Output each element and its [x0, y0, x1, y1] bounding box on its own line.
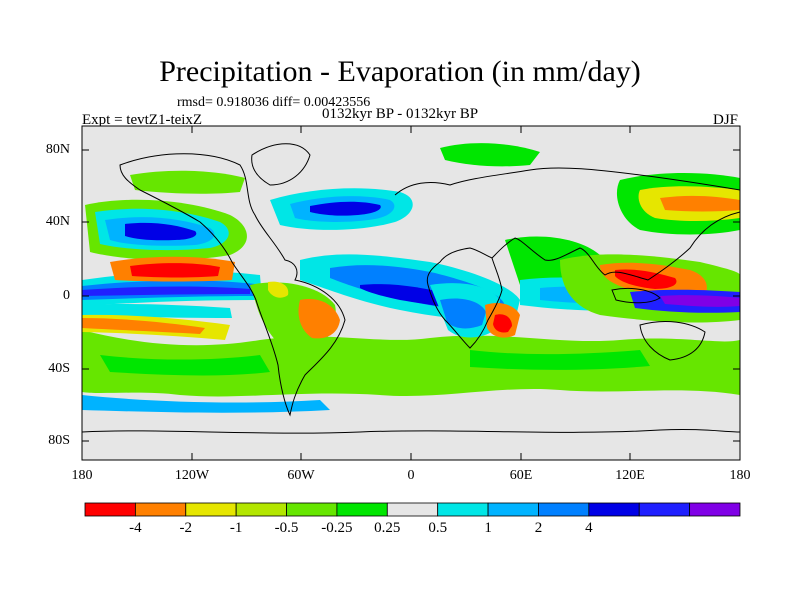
- colorbar: [84, 502, 741, 517]
- x-tick-label: 180: [729, 468, 751, 483]
- colorbar-swatch: [487, 502, 539, 517]
- axis-ticks: [81, 126, 741, 460]
- x-tick-label: 120W: [174, 468, 210, 483]
- coastlines: [82, 143, 740, 434]
- colorbar-label: -0.5: [274, 520, 299, 536]
- colorbar-swatch: [386, 502, 439, 517]
- x-tick-label: 60E: [509, 468, 533, 483]
- colorbar-swatch: [638, 502, 691, 517]
- colorbar-label: 2: [534, 520, 543, 536]
- season-label: DJF: [712, 112, 738, 128]
- y-tick-label: 40S: [48, 361, 70, 376]
- y-tick-label: 80N: [45, 142, 70, 157]
- colorbar-swatch: [134, 502, 187, 517]
- colorbar-label: 0.25: [374, 520, 401, 536]
- x-tick-label: 60W: [287, 468, 315, 483]
- y-tick-label: 80S: [48, 433, 70, 448]
- colorbar-swatch: [588, 502, 640, 517]
- x-tick-label: 180: [71, 468, 93, 483]
- colorbar-label: 1: [484, 520, 492, 536]
- pe-field: [82, 126, 740, 460]
- colorbar-swatch: [286, 502, 338, 517]
- colorbar-label: -1: [229, 520, 243, 536]
- colorbar-label: -2: [179, 520, 193, 536]
- stats-line: rmsd= 0.918036 diff= 0.00423556: [177, 95, 371, 110]
- colorbar-swatch: [689, 502, 741, 517]
- colorbar-label: -0.25: [321, 520, 353, 536]
- y-tick-label: 0: [63, 288, 70, 303]
- x-tick-label: 0: [407, 468, 415, 483]
- colorbar-swatch: [336, 502, 388, 517]
- x-tick-label: 120E: [615, 468, 645, 483]
- map-title: Precipitation - Evaporation (in mm/day): [159, 55, 641, 88]
- colorbar-swatch: [235, 502, 287, 517]
- colorbar-swatch: [538, 502, 590, 517]
- colorbar-swatch: [84, 502, 136, 517]
- colorbar-swatch: [437, 502, 489, 517]
- experiment-label: Expt = tevtZ1-teixZ: [82, 112, 203, 128]
- colorbar-label: 4: [585, 520, 593, 536]
- colorbar-label: 0.5: [428, 520, 448, 536]
- colorbar-swatch: [185, 502, 237, 517]
- period-label: 0132kyr BP - 0132kyr BP: [322, 106, 479, 122]
- colorbar-label: -4: [129, 520, 142, 536]
- y-tick-label: 40N: [45, 214, 70, 229]
